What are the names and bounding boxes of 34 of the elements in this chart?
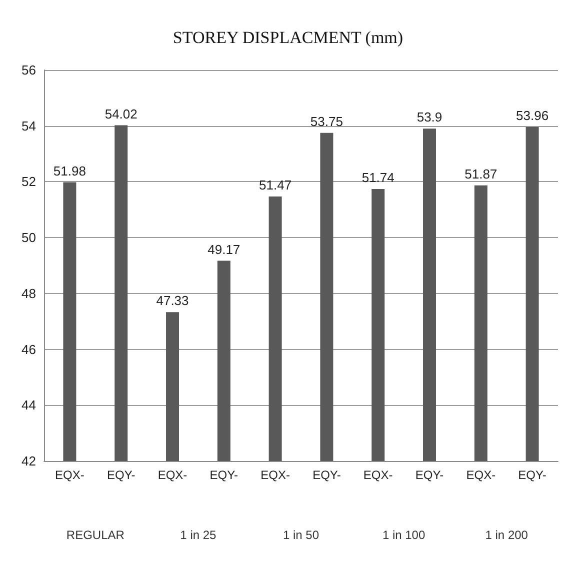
data-label: 51.87 <box>464 166 498 182</box>
text: 1 in 200 <box>485 528 528 542</box>
data-label: 47.33 <box>156 293 189 308</box>
x-tick-label: EQX- <box>260 468 290 482</box>
text: 1 in 50 <box>282 528 320 542</box>
data-label: 51.98 <box>53 163 86 178</box>
y-tick-label: 44 <box>22 398 36 413</box>
x-tick-label: EQX- <box>363 468 393 482</box>
x-tick-label: EQY- <box>106 468 136 482</box>
y-tick-label: 42 <box>22 454 36 468</box>
data-label: 53.75 <box>310 114 343 129</box>
y-tick-label: 48 <box>22 286 36 301</box>
data-label: 53.9 <box>416 110 442 125</box>
x-tick-label: EQY- <box>518 468 546 482</box>
text: 1 in 25 <box>180 528 217 542</box>
x-tick-label: EQX- <box>158 468 188 482</box>
data-label: 51.47 <box>259 178 292 193</box>
data-label: 51.74 <box>362 170 394 185</box>
x-tick-label: EQY- <box>415 468 444 482</box>
text: 1 in 100 <box>382 528 426 542</box>
x-tick-label: EQX- <box>55 468 84 482</box>
x-tick-label: EQY- <box>312 468 341 482</box>
y-tick-label: 52 <box>22 174 36 190</box>
y-tick-label: 56 <box>22 62 36 78</box>
y-tick-label: 54 <box>22 118 36 134</box>
x-tick-label: EQY- <box>210 468 238 482</box>
data-label: 49.17 <box>208 242 240 257</box>
data-label: 54.02 <box>104 106 138 122</box>
y-tick-label: 46 <box>22 342 36 357</box>
chart-title: STOREY DISPLACMENT (mm) <box>172 28 404 47</box>
y-tick-label: 50 <box>22 230 36 246</box>
text: REGULAR <box>66 528 125 542</box>
x-tick-label: EQX- <box>466 468 496 482</box>
data-label: 53.96 <box>516 108 549 123</box>
